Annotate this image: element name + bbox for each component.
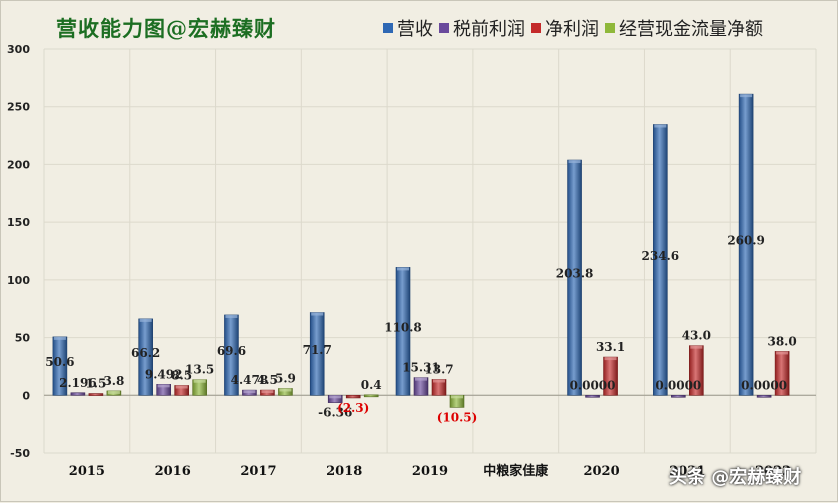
bar-cap bbox=[107, 390, 120, 394]
bar-cap bbox=[243, 390, 256, 394]
legend-item: 税前利润 bbox=[439, 15, 525, 41]
bar-cap bbox=[139, 318, 152, 322]
data-label: -6.36 bbox=[318, 406, 352, 420]
bar-cap bbox=[329, 395, 342, 399]
data-label: 69.6 bbox=[217, 344, 246, 358]
data-label: 234.6 bbox=[642, 249, 680, 263]
legend-label: 经营现金流量净额 bbox=[619, 19, 763, 40]
legend-item: 经营现金流量净额 bbox=[605, 15, 763, 41]
data-label: 33.1 bbox=[596, 340, 625, 354]
x-category-label: 2019 bbox=[412, 464, 448, 479]
x-category-label: 2015 bbox=[69, 464, 105, 479]
bar-税前利润 bbox=[756, 394, 772, 398]
data-label: 71.7 bbox=[303, 343, 332, 357]
data-label: 203.8 bbox=[556, 267, 594, 281]
data-label: 38.0 bbox=[767, 334, 796, 348]
bar-cap bbox=[225, 314, 238, 318]
data-label: 1.5 bbox=[85, 377, 106, 391]
x-category-label: 2020 bbox=[583, 464, 619, 479]
x-category-label: 2021 bbox=[669, 464, 705, 479]
y-tick-label: 50 bbox=[15, 332, 31, 345]
data-label: 50.6 bbox=[45, 355, 74, 369]
watermark: 头条 @宏赫臻财 bbox=[669, 467, 802, 488]
bar-cap bbox=[451, 395, 463, 399]
bar-cap bbox=[53, 336, 66, 340]
bar-cap bbox=[279, 388, 292, 392]
y-tick-label: 150 bbox=[7, 216, 30, 229]
bar-cap bbox=[654, 124, 667, 128]
legend-swatch bbox=[531, 23, 541, 33]
legend-swatch bbox=[383, 23, 393, 33]
data-label: 0.4 bbox=[361, 378, 382, 392]
bar-cap bbox=[433, 379, 445, 383]
x-category-label: 2022 bbox=[755, 464, 791, 479]
bar-cap bbox=[193, 379, 206, 383]
chart-title: 营收能力图@宏赫臻财 bbox=[56, 16, 276, 41]
data-label: 15.31 bbox=[402, 361, 440, 375]
bar-税前利润 bbox=[70, 392, 86, 396]
bar-cap bbox=[157, 384, 170, 388]
data-label: 5.9 bbox=[275, 371, 296, 385]
y-tick-label: 300 bbox=[7, 43, 30, 56]
data-label: 8.5 bbox=[171, 368, 192, 382]
bar-cap bbox=[311, 312, 324, 316]
bar-净利润 bbox=[88, 393, 104, 396]
data-label: 3.8 bbox=[103, 374, 124, 388]
data-label: 4.5 bbox=[257, 373, 278, 387]
y-tick-label: -50 bbox=[10, 447, 30, 460]
y-tick-label: 0 bbox=[22, 389, 30, 402]
legend: 营收 税前利润 净利润 经营现金流量净额 bbox=[383, 15, 769, 41]
bar-经营现金流量净额 bbox=[363, 394, 379, 398]
x-category-label: 2017 bbox=[240, 464, 276, 479]
x-category-label: 2018 bbox=[326, 464, 362, 479]
data-label: 110.8 bbox=[384, 320, 422, 334]
bar-cap bbox=[604, 357, 617, 361]
y-tick-label: 100 bbox=[7, 274, 30, 287]
data-label: 4.478 bbox=[231, 373, 269, 387]
data-label: 9.492 bbox=[145, 367, 183, 381]
legend-label: 营收 bbox=[397, 19, 433, 40]
bar-cap bbox=[261, 390, 274, 394]
legend-swatch bbox=[439, 23, 449, 33]
y-tick-label: 250 bbox=[7, 101, 30, 114]
data-label: 0.0000 bbox=[655, 378, 701, 392]
bar-cap bbox=[568, 160, 581, 164]
data-label: 13.5 bbox=[185, 363, 214, 377]
data-label: (10.5) bbox=[437, 410, 478, 424]
bar-cap bbox=[740, 94, 753, 98]
bar-税前利润 bbox=[585, 394, 600, 398]
data-label: 2.196 bbox=[59, 376, 97, 390]
bar-cap bbox=[776, 351, 789, 355]
y-tick-label: 200 bbox=[7, 158, 30, 171]
bar-税前利润 bbox=[671, 394, 686, 398]
legend-swatch bbox=[605, 23, 615, 33]
data-label: (2.3) bbox=[337, 401, 369, 415]
data-label: 13.7 bbox=[424, 362, 453, 376]
bar-cap bbox=[175, 385, 188, 389]
bar-cap bbox=[397, 267, 409, 271]
bar-cap bbox=[415, 377, 427, 381]
data-label: 0.0000 bbox=[570, 378, 616, 392]
legend-label: 净利润 bbox=[545, 19, 599, 40]
bar-净利润 bbox=[345, 394, 361, 399]
data-label: 260.9 bbox=[727, 234, 765, 248]
x-category-label: 中粮家佳康 bbox=[483, 463, 549, 479]
data-label: 43.0 bbox=[682, 329, 711, 343]
legend-item: 净利润 bbox=[531, 15, 599, 41]
x-category-label: 2016 bbox=[155, 464, 191, 479]
bar-cap bbox=[690, 345, 703, 349]
legend-item: 营收 bbox=[383, 15, 433, 41]
data-label: 66.2 bbox=[131, 346, 160, 360]
legend-label: 税前利润 bbox=[453, 19, 525, 40]
data-label: 0.0000 bbox=[741, 378, 787, 392]
